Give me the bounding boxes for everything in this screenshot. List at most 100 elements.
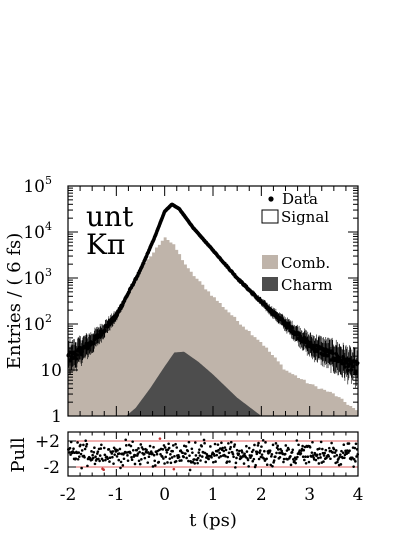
pull-point — [269, 463, 273, 467]
pull-point — [276, 444, 279, 448]
pull-point — [335, 454, 339, 457]
pull-point — [77, 451, 81, 454]
pull-point — [304, 461, 308, 465]
pull-point — [163, 462, 166, 465]
pull-point — [299, 452, 303, 455]
pull-point — [151, 452, 154, 455]
y-tick-label: 103 — [23, 266, 52, 289]
pull-point — [102, 468, 105, 472]
pull-point — [207, 457, 210, 461]
pull-point — [282, 457, 286, 461]
pull-point — [323, 451, 326, 455]
pull-point — [216, 443, 220, 446]
pull-point — [265, 457, 268, 461]
pull-point — [271, 465, 274, 468]
pull-point — [173, 454, 176, 458]
pull-point — [347, 442, 351, 445]
x-tick-label: -1 — [108, 485, 125, 505]
pull-point — [167, 446, 171, 450]
pull-point — [209, 445, 212, 448]
pull-point — [124, 438, 128, 442]
pull-point — [234, 461, 238, 465]
pull-point — [355, 455, 358, 458]
pull-point — [294, 457, 298, 461]
pull-point — [322, 460, 325, 463]
pull-point — [334, 449, 338, 452]
pull-point — [245, 450, 249, 453]
pull-point — [227, 442, 230, 445]
y-tick-label: 1 — [51, 407, 62, 427]
pull-point — [219, 454, 223, 458]
pull-point — [345, 449, 349, 452]
pull-point — [245, 444, 248, 448]
pull-point — [74, 457, 78, 460]
pull-points — [66, 437, 360, 472]
pull-point — [80, 449, 84, 452]
pull-point — [169, 453, 172, 456]
pull-point — [157, 460, 161, 464]
pull-point — [327, 446, 331, 450]
legend-signal-label: Signal — [281, 208, 329, 226]
pull-point — [311, 454, 315, 457]
pull-point — [293, 459, 296, 463]
pull-point — [162, 457, 165, 460]
pull-point — [352, 458, 356, 461]
pull-point — [290, 450, 294, 454]
pull-point — [131, 440, 134, 443]
pull-point — [303, 458, 306, 462]
pull-point — [111, 455, 114, 459]
pull-point — [317, 462, 321, 465]
pull-point — [126, 454, 129, 457]
pull-point — [146, 461, 150, 464]
pull-point — [84, 439, 87, 443]
pull-point — [319, 440, 323, 444]
pull-point — [308, 446, 312, 449]
annotation-line-2: Kπ — [86, 228, 125, 261]
pull-ytick-minus2: -2 — [43, 458, 60, 478]
pull-point — [295, 439, 299, 442]
legend-signal-swatch — [261, 209, 279, 224]
pull-point — [339, 463, 343, 466]
pull-point — [254, 463, 257, 467]
pull-point — [107, 448, 111, 451]
pull-point — [108, 456, 112, 459]
pull-point — [196, 456, 200, 460]
pull-point — [227, 451, 231, 455]
pull-point — [289, 463, 293, 467]
pull-point — [306, 455, 310, 458]
y-axis-label: Entries / ( 6 fs) — [4, 233, 25, 370]
main-y-ticks: 1 10 102 103 104 105 — [23, 174, 358, 427]
pull-point — [111, 450, 115, 453]
pull-point — [336, 460, 339, 464]
pull-point — [221, 446, 224, 450]
pull-panel: -2 -1 0 1 2 3 4 +2 -2 Pull t (ps) — [8, 431, 363, 531]
pull-point — [210, 456, 213, 459]
pull-point — [282, 460, 285, 464]
pull-point — [163, 446, 167, 449]
pull-point — [98, 454, 102, 457]
pull-point — [82, 443, 85, 447]
pull-point — [177, 455, 181, 459]
pull-point — [83, 455, 86, 459]
pull-point — [102, 446, 106, 450]
pull-point — [170, 456, 174, 459]
pull-point — [253, 443, 256, 447]
charm-area-path — [126, 351, 262, 416]
pull-point — [182, 455, 186, 459]
pull-point — [250, 454, 253, 457]
pull-point — [118, 452, 121, 455]
pull-point — [224, 448, 228, 452]
pull-point — [271, 443, 275, 447]
pull-point — [72, 447, 75, 450]
pull-point — [228, 460, 231, 463]
pull-point — [265, 463, 269, 467]
comb-area-path — [68, 237, 358, 416]
pull-point — [242, 462, 246, 465]
pull-point — [270, 453, 274, 456]
x-tick-label: 3 — [304, 485, 315, 505]
pull-point — [187, 459, 190, 463]
pull-point — [231, 452, 235, 456]
pull-point — [354, 460, 357, 463]
pull-point — [188, 454, 191, 457]
pull-point — [197, 451, 201, 454]
